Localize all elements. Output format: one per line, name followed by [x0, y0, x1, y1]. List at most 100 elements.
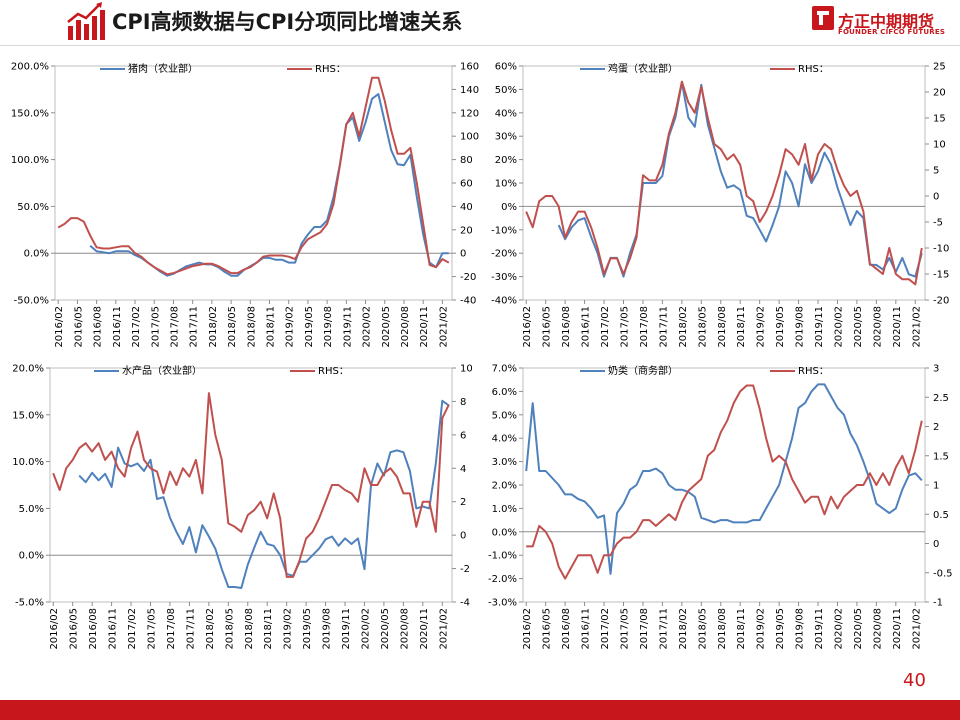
page-header: CPI高频数据与CPI分项同比增速关系 方正中期期货 FOUNDER CIFCO…	[0, 0, 960, 42]
right-tick-label: 5	[933, 166, 939, 177]
x-tick-label: 2017/05	[620, 608, 631, 650]
right-tick-label: -15	[933, 270, 949, 281]
x-tick-label: 2018/11	[736, 608, 747, 650]
x-tick-label: 2019/11	[814, 306, 825, 348]
left-tick-label: 20.0%	[12, 364, 44, 375]
left-tick-label: 0%	[501, 202, 517, 213]
x-tick-label: 2019/11	[342, 306, 353, 348]
right-tick-label: -0.5	[933, 568, 953, 579]
x-tick-label: 2018/08	[717, 306, 728, 348]
right-tick-label: 0.5	[933, 510, 949, 521]
legend-label: RHS：	[315, 64, 346, 75]
legend-label: RHS：	[798, 64, 829, 75]
left-tick-label: -5.0%	[15, 598, 44, 609]
x-tick-label: 2019/05	[775, 608, 786, 650]
left-tick-label: -1.0%	[488, 551, 517, 562]
right-tick-label: 2	[460, 497, 466, 508]
left-tick-label: 0.0%	[24, 249, 49, 260]
x-tick-label: 2020/08	[400, 306, 411, 348]
plot-frame	[522, 65, 926, 301]
x-tick-label: 2018/02	[678, 608, 689, 650]
x-tick-label: 2017/05	[147, 608, 158, 650]
left-tick-label: 150.0%	[11, 108, 49, 119]
right-tick-label: 80	[460, 155, 473, 166]
x-tick-label: 2018/08	[246, 306, 257, 348]
right-tick-label: 40	[460, 202, 473, 213]
legend-label: RHS：	[798, 366, 829, 377]
page-number: 40	[903, 670, 926, 691]
x-tick-label: 2016/02	[522, 608, 533, 650]
left-tick-label: -10%	[491, 225, 517, 236]
x-tick-label: 2017/08	[166, 608, 177, 650]
x-tick-label: 2018/11	[266, 306, 277, 348]
right-tick-label: -20	[460, 272, 476, 283]
right-tick-label: 140	[460, 85, 479, 96]
x-tick-label: 2017/02	[600, 608, 611, 650]
x-tick-label: 2017/08	[639, 608, 650, 650]
x-tick-label: 2021/02	[438, 306, 449, 348]
plot-frame	[522, 367, 926, 603]
x-tick-label: 2020/02	[362, 306, 373, 348]
x-tick-label: 2020/05	[853, 608, 864, 650]
x-tick-label: 2016/11	[581, 306, 592, 348]
dairy-chart: 7.0% 6.0% 5.0% 4.0% 3.0% 2.0% 1.0% 0.0% -1.0% -2.…	[488, 364, 953, 650]
x-tick-label: 2020/02	[360, 608, 371, 650]
right-tick-label: 20	[460, 225, 473, 236]
x-tick-label: 2019/11	[814, 608, 825, 650]
right-tick-label: 4	[460, 464, 466, 475]
right-tick-label: 120	[460, 108, 479, 119]
right-tick-label: -10	[933, 244, 949, 255]
x-tick-label: 2018/05	[697, 306, 708, 348]
x-tick-label: 2016/05	[73, 306, 84, 348]
x-tick-label: 2017/11	[185, 608, 196, 650]
legend-label: 猪肉（农业部）	[128, 62, 198, 75]
x-tick-label: 2019/08	[795, 608, 806, 650]
left-tick-label: 4.0%	[492, 434, 517, 445]
x-tick-label: 2016/08	[93, 306, 104, 348]
x-tick-label: 2020/02	[833, 608, 844, 650]
left-tick-label: 6.0%	[492, 387, 517, 398]
right-tick-label: 10	[933, 140, 946, 151]
x-tick-label: 2020/11	[419, 306, 430, 348]
series-line-rhs	[525, 80, 923, 286]
x-tick-label: 2019/05	[302, 608, 313, 650]
right-tick-label: 160	[460, 62, 479, 73]
footer-bar	[0, 700, 960, 720]
x-tick-label: 2019/02	[283, 608, 294, 650]
left-tick-label: 40%	[495, 108, 517, 119]
x-tick-label: 2020/08	[872, 306, 883, 348]
x-tick-label: 2017/08	[639, 306, 650, 348]
right-tick-label: 6	[460, 430, 466, 441]
x-tick-label: 2017/11	[658, 306, 669, 348]
x-tick-label: 2016/05	[542, 306, 553, 348]
left-tick-label: 5.0%	[492, 410, 517, 421]
x-tick-label: 2017/05	[150, 306, 161, 348]
x-tick-label: 2018/05	[224, 608, 235, 650]
series-line-main	[525, 383, 923, 575]
series-line-main	[78, 399, 450, 589]
left-tick-label: -40%	[491, 296, 517, 307]
x-tick-label: 2021/02	[438, 608, 449, 650]
right-tick-label: 2.5	[933, 393, 949, 404]
x-tick-label: 2020/08	[872, 608, 883, 650]
x-tick-label: 2018/02	[208, 306, 219, 348]
legend-label: RHS：	[318, 366, 349, 377]
series-line-rhs	[57, 76, 450, 276]
x-tick-label: 2018/02	[205, 608, 216, 650]
right-tick-label: 1.5	[933, 451, 949, 462]
left-tick-label: -20%	[491, 249, 517, 260]
page-title: CPI高频数据与CPI分项同比增速关系	[112, 10, 463, 34]
right-tick-label: 100	[460, 132, 479, 143]
left-tick-label: 200.0%	[11, 62, 49, 73]
x-tick-label: 2020/08	[399, 608, 410, 650]
egg-chart: 60% 50% 40% 30% 20% 10% 0% -10% -20% -30% -40% 25 20…	[491, 62, 949, 348]
x-tick-label: 2020/05	[853, 306, 864, 348]
x-tick-label: 2017/05	[620, 306, 631, 348]
x-tick-label: 2017/08	[169, 306, 180, 348]
right-tick-label: 20	[933, 88, 946, 99]
x-tick-label: 2021/02	[911, 608, 922, 650]
x-tick-label: 2020/02	[833, 306, 844, 348]
series-line-rhs	[526, 384, 923, 580]
right-tick-label: 2	[933, 422, 939, 433]
x-tick-label: 2017/11	[189, 306, 200, 348]
